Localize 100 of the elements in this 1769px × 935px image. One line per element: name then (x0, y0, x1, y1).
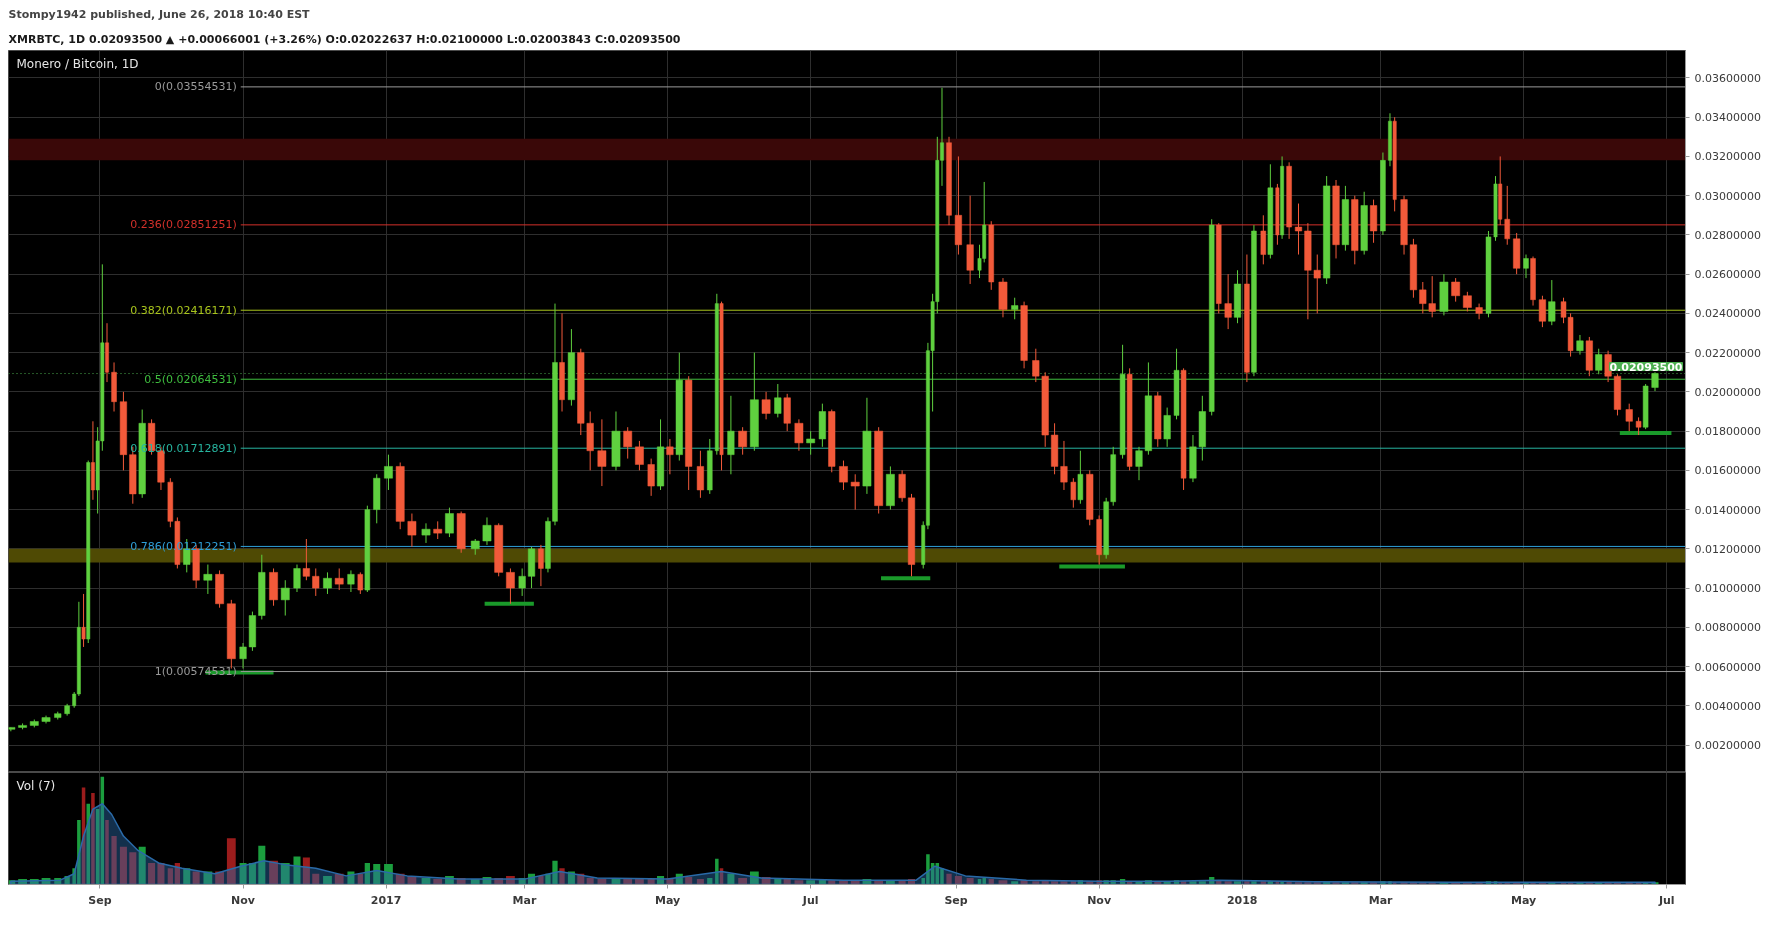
y-tick-label: 0.02600000 (1694, 268, 1761, 282)
candlestick (1538, 295, 1546, 328)
bar (18, 879, 27, 885)
bar (538, 875, 544, 885)
y-tick-label: 0.03600000 (1694, 71, 1761, 85)
x-tick-label: Jul (801, 893, 819, 907)
bar (1323, 881, 1331, 885)
ref-line-label: 0(0.03554531) (154, 80, 237, 94)
candlestick (623, 426, 633, 460)
candlestick (1595, 348, 1603, 375)
x-tick-label: Mar (1368, 893, 1394, 907)
bar (148, 862, 156, 885)
bar (1585, 882, 1593, 885)
candlestick (312, 567, 320, 597)
bar (269, 860, 278, 885)
bar (1462, 882, 1472, 885)
bar (783, 879, 791, 885)
y-tick-label: 0.01000000 (1694, 582, 1761, 596)
bar (738, 878, 748, 885)
bar (1635, 882, 1642, 885)
x-tick-label: Sep (88, 893, 112, 907)
candlestick (1523, 254, 1529, 279)
bar (1604, 882, 1612, 885)
bar (506, 875, 515, 885)
bar (1428, 882, 1436, 885)
candlestick (839, 460, 848, 491)
y-tick-label: 0.02200000 (1694, 346, 1761, 360)
candlestick (518, 567, 526, 597)
bar (885, 880, 895, 885)
bar (1560, 882, 1567, 885)
bar (528, 873, 536, 885)
x-tick-label: Mar (512, 893, 537, 907)
bar (1642, 882, 1649, 885)
candlestick (347, 569, 355, 593)
bar (395, 873, 405, 885)
bar (907, 879, 916, 885)
y-tick-label: 0.02800000 (1694, 228, 1761, 242)
bar (470, 879, 480, 885)
ref-line-label: 0.02093500 (1609, 360, 1683, 374)
bar (850, 880, 860, 885)
bar (445, 875, 454, 885)
bar (1651, 882, 1659, 885)
ref-line-label: 1(0.00574531) (154, 665, 237, 679)
candlestick (293, 564, 301, 593)
y-tick-label: 0.00800000 (1694, 621, 1761, 635)
x-tick-label: Jul (1657, 893, 1675, 907)
bar (1294, 882, 1303, 885)
y-tick-label: 0.01400000 (1694, 503, 1761, 517)
candlestick (666, 438, 674, 475)
bar (818, 879, 826, 885)
bar (623, 879, 633, 885)
bar (1380, 881, 1386, 885)
bar (167, 868, 173, 885)
candlestick (482, 516, 492, 546)
bar (129, 852, 137, 885)
bar (1224, 881, 1232, 885)
bar (433, 879, 443, 885)
bar (384, 864, 393, 885)
candlestick (727, 395, 735, 475)
candlestick (1576, 334, 1584, 356)
candlestick (1463, 291, 1472, 312)
candlestick (1224, 273, 1232, 330)
bar (1011, 881, 1019, 885)
ref-line-label: 0.5(0.02064531) (144, 372, 237, 386)
bar (675, 873, 683, 885)
bar (1163, 881, 1171, 885)
candlestick (696, 450, 704, 499)
bar (258, 845, 266, 885)
candlestick (538, 544, 544, 587)
bar (727, 873, 735, 885)
bar (1530, 882, 1536, 885)
bar (1523, 882, 1529, 885)
bar (239, 862, 247, 885)
bar (226, 838, 236, 885)
bar (174, 862, 181, 885)
bar (666, 878, 674, 885)
y-tick-label: 0.00200000 (1694, 739, 1761, 753)
bar (364, 862, 370, 885)
bar (1351, 882, 1359, 885)
bar (119, 846, 127, 885)
candlestick (1475, 303, 1483, 320)
candlestick (1625, 403, 1633, 432)
bar (1051, 881, 1059, 885)
candlestick (850, 473, 860, 511)
candlestick (357, 571, 364, 595)
bar (1020, 880, 1028, 885)
candlestick (1451, 277, 1460, 303)
y-tick-label: 0.02400000 (1694, 307, 1761, 321)
bar (203, 871, 213, 885)
candlestick (1651, 371, 1659, 392)
bar (1548, 882, 1556, 885)
candlestick (774, 383, 782, 418)
bar (1313, 882, 1321, 885)
candlestick (1294, 203, 1303, 256)
bar (954, 875, 962, 885)
candlestick (1260, 214, 1267, 265)
bar (774, 878, 782, 885)
bar (586, 878, 594, 885)
x-tick-label: 2017 (370, 893, 402, 907)
bar (518, 878, 526, 885)
